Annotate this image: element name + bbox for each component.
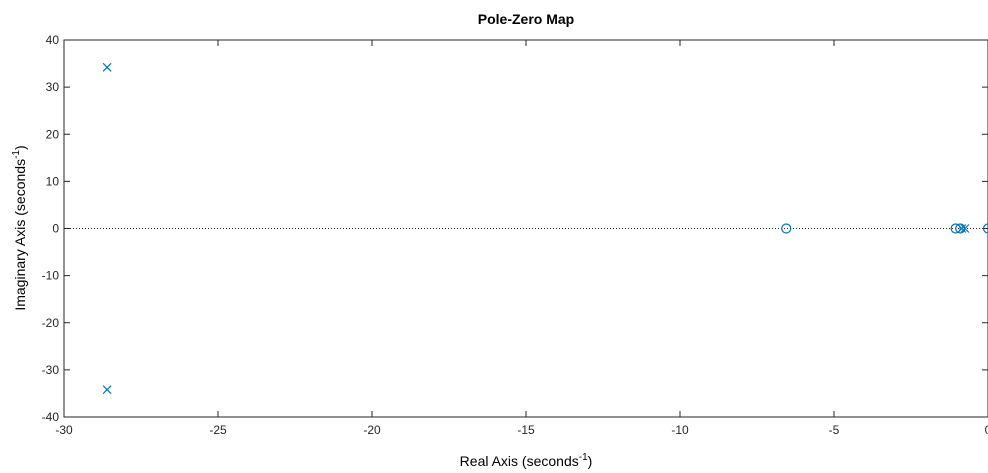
pole-marker bbox=[102, 62, 112, 72]
x-tick-label: -5 bbox=[829, 423, 840, 437]
y-tick-label: -10 bbox=[42, 269, 60, 283]
x-ticks: -30 -25 -20 -15 -10 -5 0 bbox=[55, 40, 988, 437]
x-axis-label-main: Real Axis (seconds bbox=[460, 453, 579, 469]
x-axis-label: Real Axis (seconds-1) bbox=[460, 452, 593, 469]
y-tick-label: 40 bbox=[46, 33, 60, 47]
zero-marker bbox=[955, 223, 966, 234]
y-tick-label: -40 bbox=[42, 410, 60, 424]
y-axis-label-main: Imaginary Axis (seconds bbox=[12, 159, 28, 311]
zero-marker bbox=[781, 223, 792, 234]
x-axis-label-superscript: -1 bbox=[579, 452, 588, 463]
x-tick-label: -15 bbox=[517, 423, 535, 437]
x-tick-label: -20 bbox=[363, 423, 381, 437]
y-tick-label: 0 bbox=[52, 222, 59, 236]
x-tick-label: 0 bbox=[985, 423, 988, 437]
y-tick-label: 10 bbox=[46, 174, 60, 188]
x-tick-label: -25 bbox=[209, 423, 227, 437]
x-tick-label: -10 bbox=[671, 423, 689, 437]
x-axis-label-close: ) bbox=[588, 453, 593, 469]
chart-title: Pole-Zero Map bbox=[478, 11, 574, 27]
x-tick-label: -30 bbox=[55, 423, 73, 437]
y-tick-label: 30 bbox=[46, 80, 60, 94]
zero-marker bbox=[950, 223, 961, 234]
y-tick-label: -20 bbox=[42, 316, 60, 330]
pole-marker bbox=[102, 385, 112, 395]
zero-marker bbox=[982, 223, 988, 234]
y-ticks: -40 -30 -20 -10 0 10 20 30 40 bbox=[42, 33, 988, 424]
y-tick-label: -30 bbox=[42, 363, 60, 377]
y-tick-label: 20 bbox=[46, 127, 60, 141]
y-axis-label: Imaginary Axis (seconds-1) bbox=[11, 145, 28, 310]
markers bbox=[102, 62, 988, 395]
y-axis-label-superscript: -1 bbox=[11, 150, 22, 159]
y-axis-label-close: ) bbox=[12, 145, 28, 150]
